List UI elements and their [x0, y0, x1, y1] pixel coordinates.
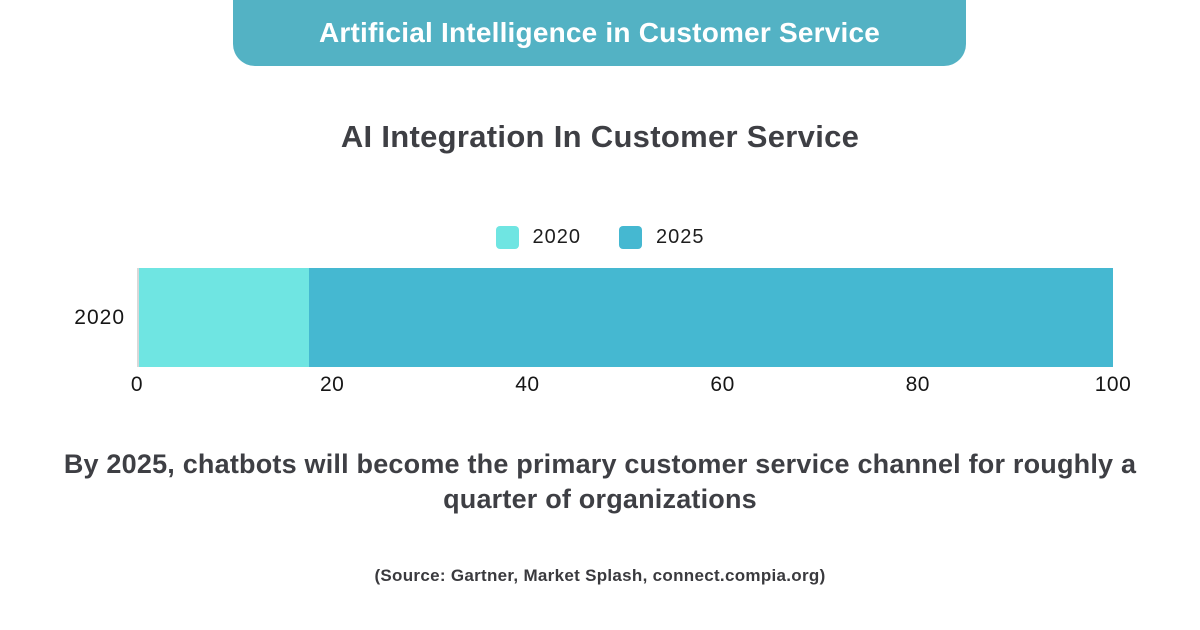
legend-item-2025: 2025 — [619, 226, 705, 249]
plot-row: 2020 — [0, 268, 1200, 367]
x-tick-label-20: 20 — [320, 373, 345, 396]
bar-segment-2025 — [309, 268, 1113, 367]
chart-title: AI Integration In Customer Service — [340, 119, 860, 154]
x-tick-label-100: 100 — [1094, 373, 1132, 396]
headline-text: By 2025, chatbots will become the primar… — [63, 449, 1137, 515]
x-tick-label-80: 80 — [905, 373, 930, 396]
x-tick-label-0: 0 — [130, 373, 144, 396]
y-axis-category-label: 2020 — [74, 305, 125, 329]
x-axis-tick-labels: 0 20 40 60 80 100 — [131, 373, 1131, 399]
plot-area — [137, 268, 1113, 367]
legend-label-2025: 2025 — [656, 226, 705, 248]
chart-legend: 2020 2025 — [0, 226, 1200, 249]
banner-title: Artificial Intelligence in Customer Serv… — [319, 17, 880, 48]
banner: Artificial Intelligence in Customer Serv… — [233, 0, 966, 66]
legend-swatch-2020 — [495, 226, 519, 249]
bar-segment-2020 — [139, 268, 310, 367]
x-tick-label-60: 60 — [710, 373, 735, 396]
legend-item-2020: 2020 — [495, 226, 582, 249]
legend-swatch-2025 — [619, 226, 642, 249]
x-tick-label-40: 40 — [515, 373, 540, 396]
legend-label-2020: 2020 — [532, 226, 581, 248]
source-attribution: (Source: Gartner, Market Splash, connect… — [374, 566, 826, 585]
